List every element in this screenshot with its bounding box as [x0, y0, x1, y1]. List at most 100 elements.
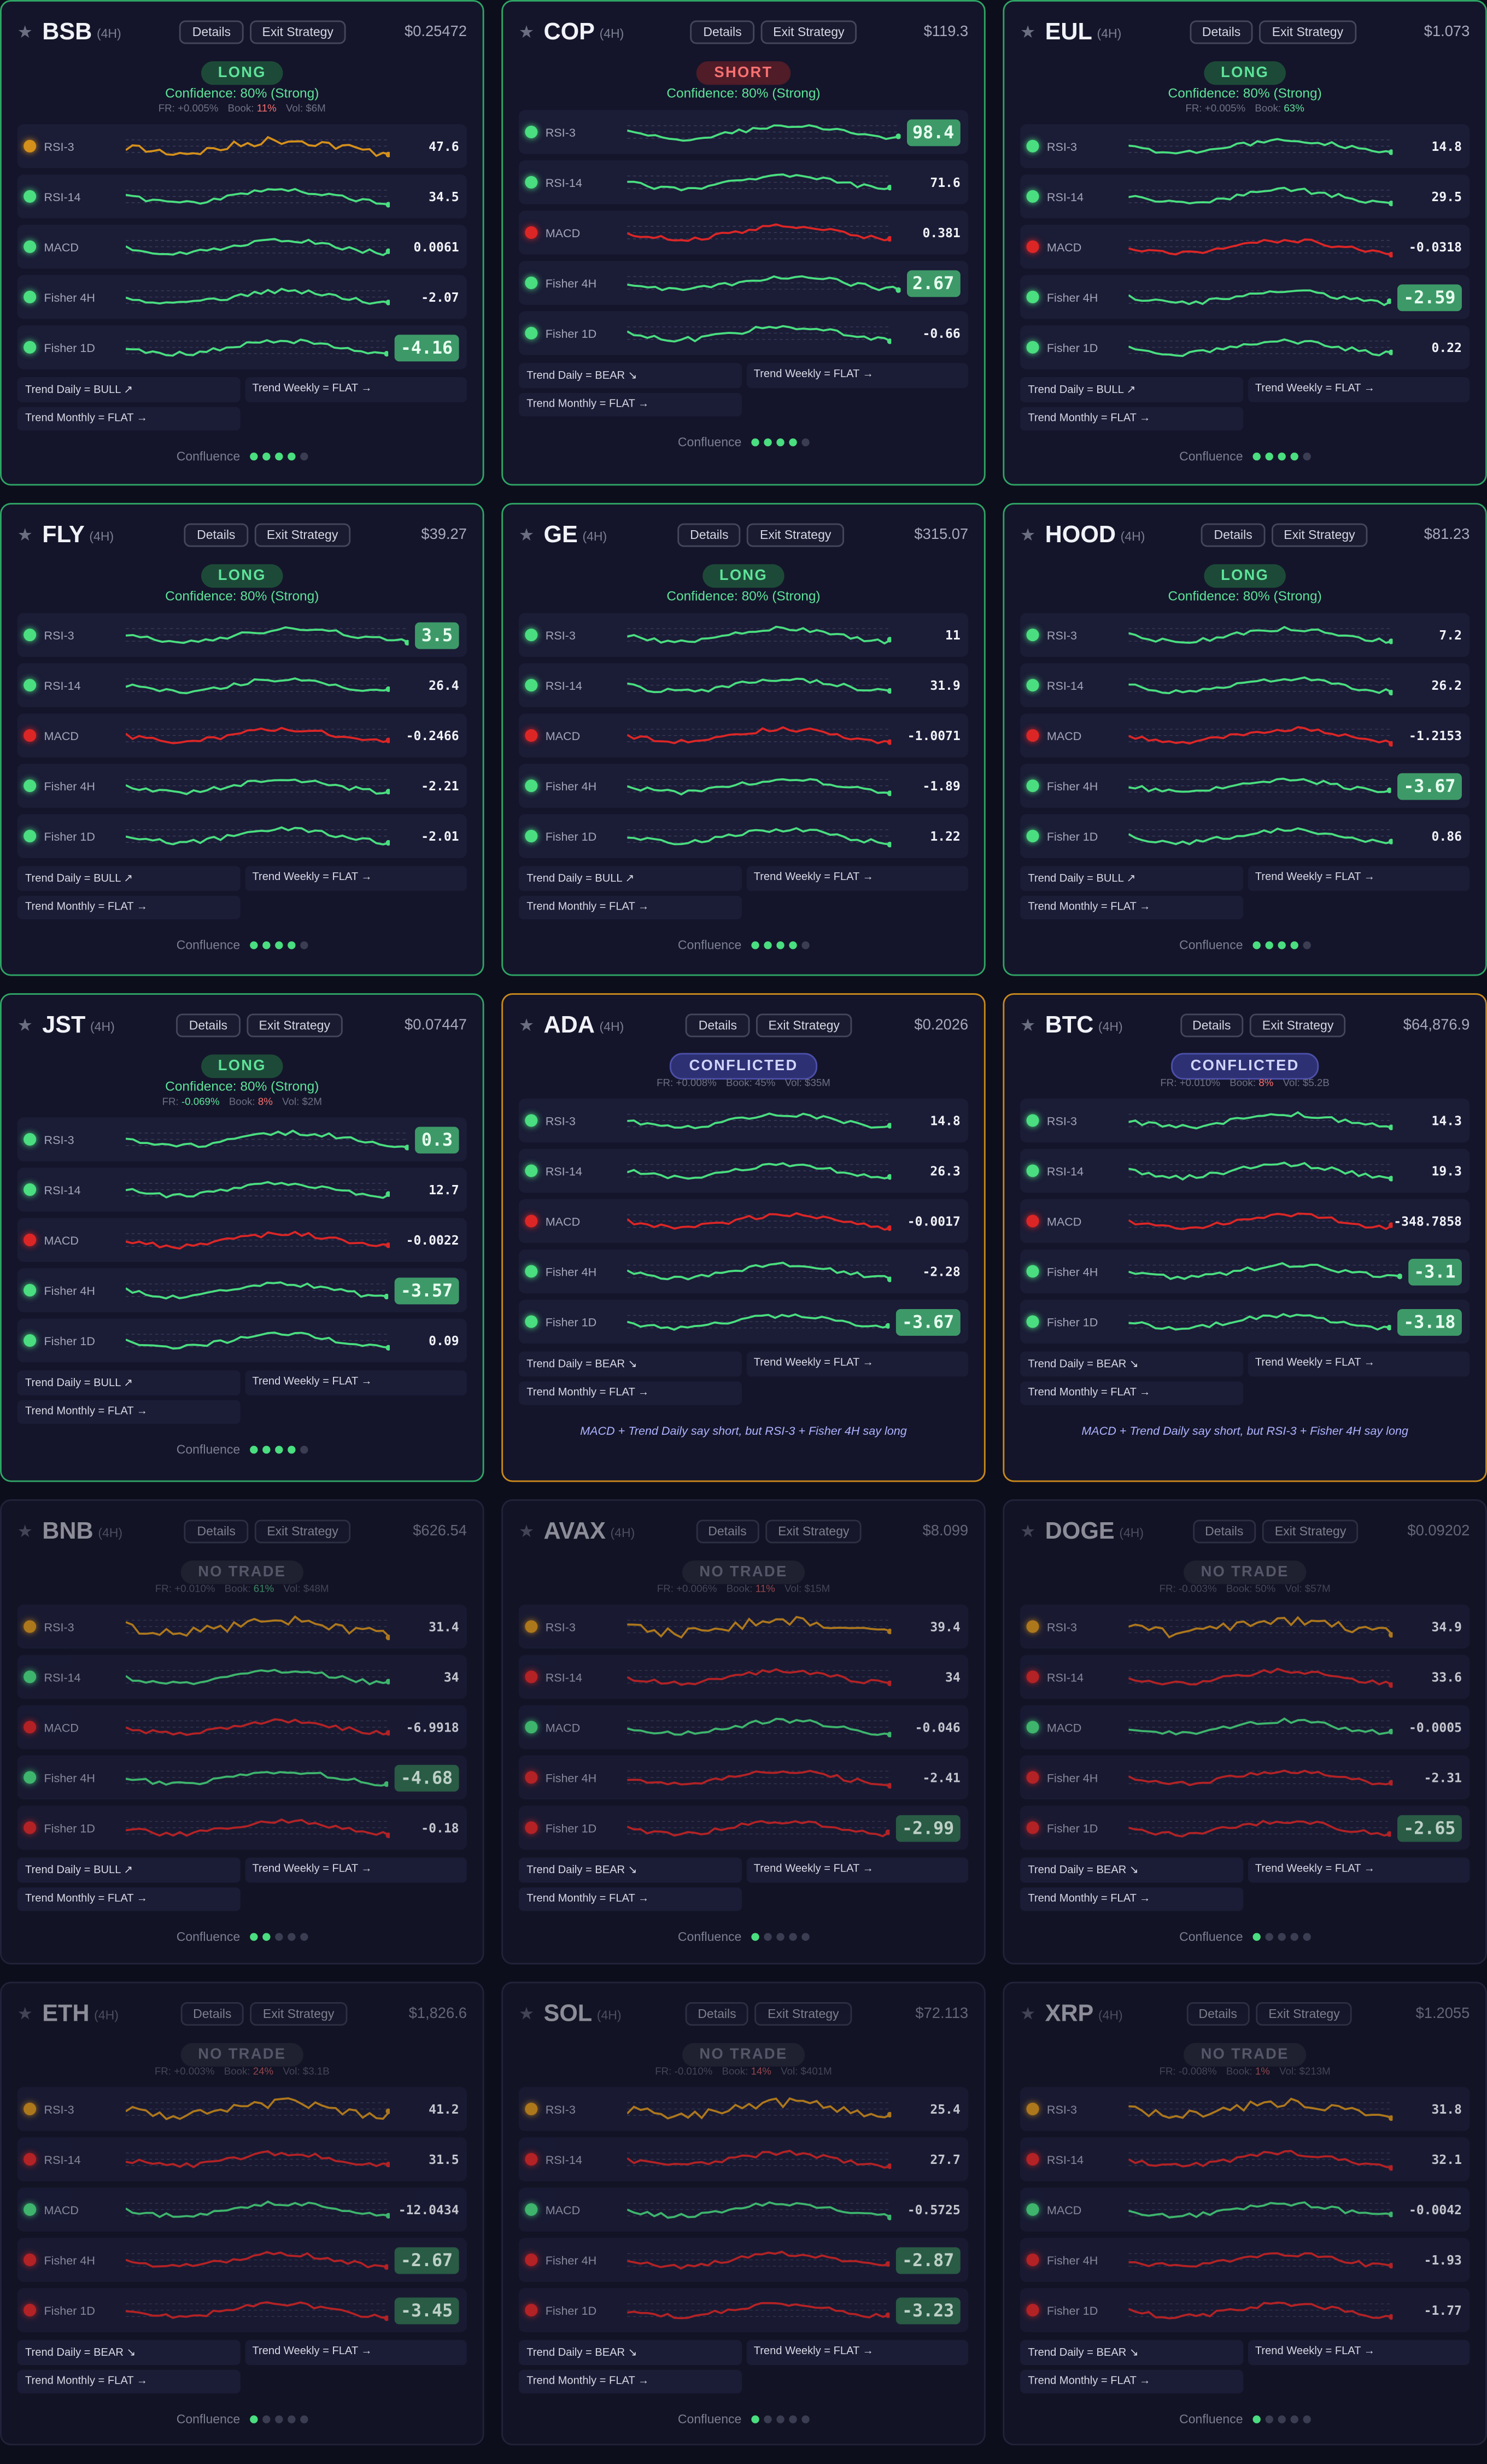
button[interactable]: Exit Strategy	[1271, 523, 1368, 547]
star-icon[interactable]: ★	[17, 2004, 33, 2023]
info-label: FR:	[1160, 1078, 1177, 1089]
indicator-value: 31.5	[429, 2152, 459, 2167]
button[interactable]: Exit Strategy	[1249, 1013, 1347, 1037]
star-icon[interactable]: ★	[17, 1522, 33, 1541]
confluence-dot	[274, 941, 283, 949]
confluence-dots	[1252, 1933, 1311, 1941]
button[interactable]: Exit Strategy	[760, 19, 857, 44]
button[interactable]: Details	[1192, 1518, 1256, 1543]
button[interactable]: Exit Strategy	[756, 1013, 852, 1037]
button[interactable]: Details	[180, 2001, 244, 2025]
info-label: Book:	[1230, 1078, 1256, 1089]
timeframe: (4H)	[596, 2008, 622, 2023]
indicator-row: MACD -0.5725	[518, 2187, 969, 2232]
sparkline-line	[627, 1668, 892, 1686]
confluence-dot	[1290, 941, 1298, 949]
sparkline-line	[1128, 1212, 1393, 1230]
button[interactable]: Details	[685, 2001, 749, 2025]
button[interactable]: Details	[179, 19, 244, 44]
confidence: Confidence: 80% (Strong)	[165, 1078, 319, 1094]
price: $315.07	[914, 525, 969, 543]
button[interactable]: Details	[690, 19, 754, 44]
button[interactable]: Details	[184, 523, 248, 547]
confluence-dot	[274, 1933, 283, 1941]
indicator-row: MACD -0.0017	[518, 1199, 969, 1243]
star-icon[interactable]: ★	[1020, 22, 1036, 42]
info-item: FR: +0.003%	[155, 2067, 215, 2078]
confluence-dot	[801, 1933, 809, 1941]
confluence-dot	[751, 1933, 759, 1941]
button[interactable]: Details	[1180, 1013, 1244, 1037]
signal-badge: LONG	[201, 1054, 284, 1078]
button[interactable]: Exit Strategy	[246, 1013, 343, 1037]
button[interactable]: Details	[1201, 523, 1265, 547]
sparkline-line	[627, 2201, 892, 2219]
sparkline-line	[126, 1230, 390, 1250]
star-icon[interactable]: ★	[1020, 525, 1036, 545]
button[interactable]: Details	[1189, 19, 1254, 44]
info-value: -0.010%	[674, 2066, 713, 2078]
status-dot	[525, 327, 538, 340]
star-icon[interactable]: ★	[17, 525, 33, 545]
star-icon[interactable]: ★	[518, 1016, 535, 1035]
button[interactable]: Exit Strategy	[747, 523, 844, 547]
star-icon[interactable]: ★	[518, 2004, 535, 2023]
info-label: FR:	[155, 1584, 172, 1595]
button[interactable]: Exit Strategy	[1262, 1518, 1359, 1543]
sparkline	[627, 778, 892, 796]
star-icon[interactable]: ★	[518, 1522, 535, 1541]
sparkline-end	[887, 1123, 892, 1129]
sparkline-line	[1128, 138, 1393, 155]
button[interactable]: Exit Strategy	[1259, 19, 1356, 44]
star-icon[interactable]: ★	[1020, 2004, 1036, 2023]
button[interactable]: Exit Strategy	[765, 1518, 862, 1543]
indicator-label: RSI-14	[44, 1182, 81, 1197]
info-label: FR:	[162, 1096, 179, 1108]
button[interactable]: Details	[184, 1518, 248, 1543]
trend-tag: Trend Weekly = FLAT →	[1247, 2340, 1470, 2366]
indicator-row: MACD -0.0022	[17, 1218, 467, 1262]
sparkline-line	[627, 325, 892, 343]
trend-tag: Trend Daily = BULL ↗	[17, 377, 240, 403]
button[interactable]: Exit Strategy	[755, 2001, 852, 2025]
sparkline-end	[385, 1634, 390, 1640]
indicator-value: -0.046	[915, 1720, 961, 1734]
star-icon[interactable]: ★	[17, 22, 33, 42]
sparkline-end	[885, 1323, 890, 1329]
star-icon[interactable]: ★	[1020, 1522, 1036, 1541]
indicator-row: MACD -0.0042	[1020, 2187, 1470, 2232]
button[interactable]: Exit Strategy	[249, 19, 346, 44]
trend-tag: Trend Daily = BULL ↗	[17, 866, 240, 891]
indicator-list: RSI-3 14.3 RSI-14 19.3 MACD -348.7858 Fisher 4…	[1020, 1098, 1470, 1344]
button[interactable]: Details	[1186, 2001, 1250, 2025]
button[interactable]: Exit Strategy	[254, 1518, 351, 1543]
star-icon[interactable]: ★	[518, 22, 535, 42]
sparkline-line	[126, 136, 390, 157]
sparkline-line	[627, 677, 892, 694]
button[interactable]: Details	[677, 523, 741, 547]
sparkline	[627, 1769, 892, 1789]
button[interactable]: Details	[695, 1518, 759, 1543]
status-dot	[525, 1265, 538, 1278]
button[interactable]: Details	[176, 1013, 241, 1037]
star-icon[interactable]: ★	[17, 1016, 33, 1035]
signal-badge: LONG	[201, 61, 284, 85]
button[interactable]: Exit Strategy	[250, 2001, 347, 2025]
indicator-row: RSI-3 11	[518, 613, 969, 657]
button[interactable]: Exit Strategy	[254, 523, 351, 547]
info-value: 11%	[755, 1584, 775, 1595]
timeframe: (4H)	[1120, 529, 1145, 544]
indicator-value: -1.2153	[1408, 728, 1462, 743]
star-icon[interactable]: ★	[518, 525, 535, 545]
info-item: Vol: $15M	[785, 1584, 830, 1595]
star-icon[interactable]: ★	[1020, 1016, 1036, 1035]
confluence: Confluence	[1020, 2412, 1470, 2426]
sparkline-end	[1388, 838, 1393, 844]
sparkline	[1128, 2150, 1393, 2171]
indicator-value: -0.18	[421, 1820, 459, 1835]
ticker: SOL	[543, 1999, 593, 2027]
indicator-list: RSI-3 39.4 RSI-14 34 MACD -0.046 Fisher 4H -2.4…	[518, 1604, 969, 1850]
button[interactable]: Exit Strategy	[1256, 2001, 1353, 2025]
button[interactable]: Details	[686, 1013, 750, 1037]
sparkline-end	[1388, 251, 1393, 258]
